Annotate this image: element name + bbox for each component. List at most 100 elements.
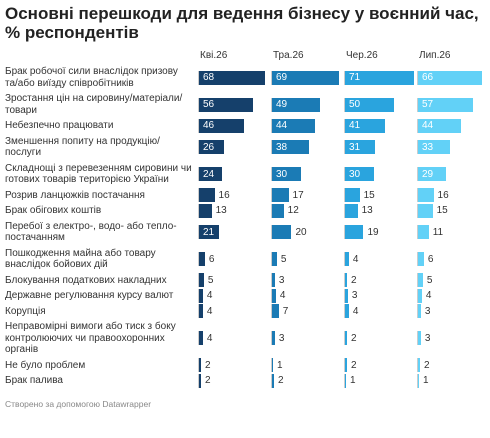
bar-cell: 3 (271, 273, 341, 288)
bar-cell: 3 (271, 331, 341, 346)
value-label: 29 (422, 168, 434, 180)
value-label: 16 (437, 189, 449, 201)
bar (272, 188, 289, 203)
bar (199, 273, 204, 288)
bar-cell: 33 (417, 140, 487, 154)
value-label: 12 (287, 205, 299, 217)
value-label: 30 (349, 168, 361, 180)
bar (345, 304, 349, 319)
bar (345, 188, 360, 203)
bar (345, 167, 375, 181)
row: Зменшення попиту на продукцію/послуги 26 3… (5, 134, 485, 161)
bar-cell: 15 (344, 188, 414, 203)
value-label: 2 (350, 274, 357, 286)
bar (418, 288, 422, 303)
bar-cell: 1 (344, 373, 414, 388)
value-label: 30 (276, 168, 288, 180)
value-label: 56 (203, 99, 215, 110)
row-label: Перебої з електро-, водо- або тепло-пост… (5, 220, 177, 244)
bar (345, 273, 347, 288)
value-label: 4 (352, 305, 359, 317)
bar-cell: 16 (417, 188, 487, 203)
bar-cell: 44 (271, 118, 341, 133)
bar-cell: 5 (417, 273, 487, 288)
bar (418, 167, 447, 181)
bar (272, 331, 275, 346)
row: Зростання цін на сировину/матеріали/това… (5, 91, 485, 118)
bar-cell: 24 (198, 167, 268, 181)
row-label: Розрив ланцюжків постачання (5, 189, 145, 201)
bar-cell: 3 (344, 288, 414, 303)
value-label: 2 (350, 359, 357, 371)
bar (345, 225, 364, 239)
bar (345, 70, 414, 85)
bar (199, 358, 201, 373)
bar-cell: 4 (198, 331, 268, 346)
bar-cell: 16 (198, 188, 268, 203)
bar-cell: 30 (271, 167, 341, 181)
value-label: 7 (282, 305, 289, 317)
bar-cell: 50 (344, 97, 414, 112)
bar (199, 225, 220, 239)
bar (418, 70, 483, 85)
bar-cell: 26 (198, 140, 268, 154)
bar-cell: 57 (417, 97, 487, 112)
column-headers: Кві.26 Тра.26 Чер.26 Лип.26 (5, 50, 485, 64)
value-label: 50 (349, 99, 361, 110)
bar (199, 288, 203, 303)
bar-cell: 4 (344, 252, 414, 266)
bar-cell: 2 (344, 358, 414, 373)
row-label: Блокування податкових накладних (5, 274, 167, 286)
value-label: 4 (279, 290, 286, 302)
bar-cell: 49 (271, 97, 341, 112)
bar (199, 304, 203, 319)
row-label: Неправомірні вимоги або тиск з боку конт… (5, 321, 176, 355)
bar-cell: 15 (417, 203, 487, 218)
value-label: 49 (276, 99, 288, 110)
value-label: 2 (423, 359, 430, 371)
bar (418, 140, 451, 154)
value-label: 38 (276, 141, 288, 153)
bar-cell: 66 (417, 70, 487, 85)
bar-cell: 2 (198, 373, 268, 388)
value-label: 19 (367, 226, 379, 238)
value-label: 3 (278, 332, 285, 344)
bar (345, 252, 349, 266)
bar (199, 252, 205, 266)
bar (199, 188, 215, 203)
row: Брак робочої сили внаслідок призову та/а… (5, 64, 485, 91)
value-label: 3 (424, 305, 431, 317)
bar-cell: 30 (344, 167, 414, 181)
bar (345, 288, 348, 303)
value-label: 44 (422, 120, 434, 132)
bar (272, 140, 309, 154)
bar (418, 203, 433, 218)
bar-cell: 6 (198, 252, 268, 266)
bar-cell: 6 (417, 252, 487, 266)
value-label: 4 (425, 290, 432, 302)
value-label: 4 (206, 332, 213, 344)
bar-cell: 13 (344, 203, 414, 218)
bar-cell: 46 (198, 118, 268, 133)
bar (199, 118, 244, 133)
bar (272, 252, 277, 266)
bar-cell: 17 (271, 188, 341, 203)
bar-cell: 2 (198, 358, 268, 373)
bar (272, 70, 340, 85)
bar (418, 118, 461, 133)
row: Блокування податкових накладних 5 3 2 5 (5, 273, 485, 289)
bar (199, 167, 223, 181)
bar (272, 97, 320, 112)
value-label: 31 (349, 141, 361, 153)
column-header: Тра.26 (273, 50, 304, 61)
bar (345, 118, 385, 133)
bar (199, 97, 254, 112)
value-label: 2 (204, 375, 211, 387)
value-label: 16 (218, 189, 230, 201)
bar-cell: 5 (271, 252, 341, 266)
rows: Брак робочої сили внаслідок призову та/а… (5, 64, 485, 389)
bar (272, 373, 274, 388)
bar (418, 304, 421, 319)
chart: Основні перешкоди для ведення бізнесу у … (5, 4, 485, 409)
